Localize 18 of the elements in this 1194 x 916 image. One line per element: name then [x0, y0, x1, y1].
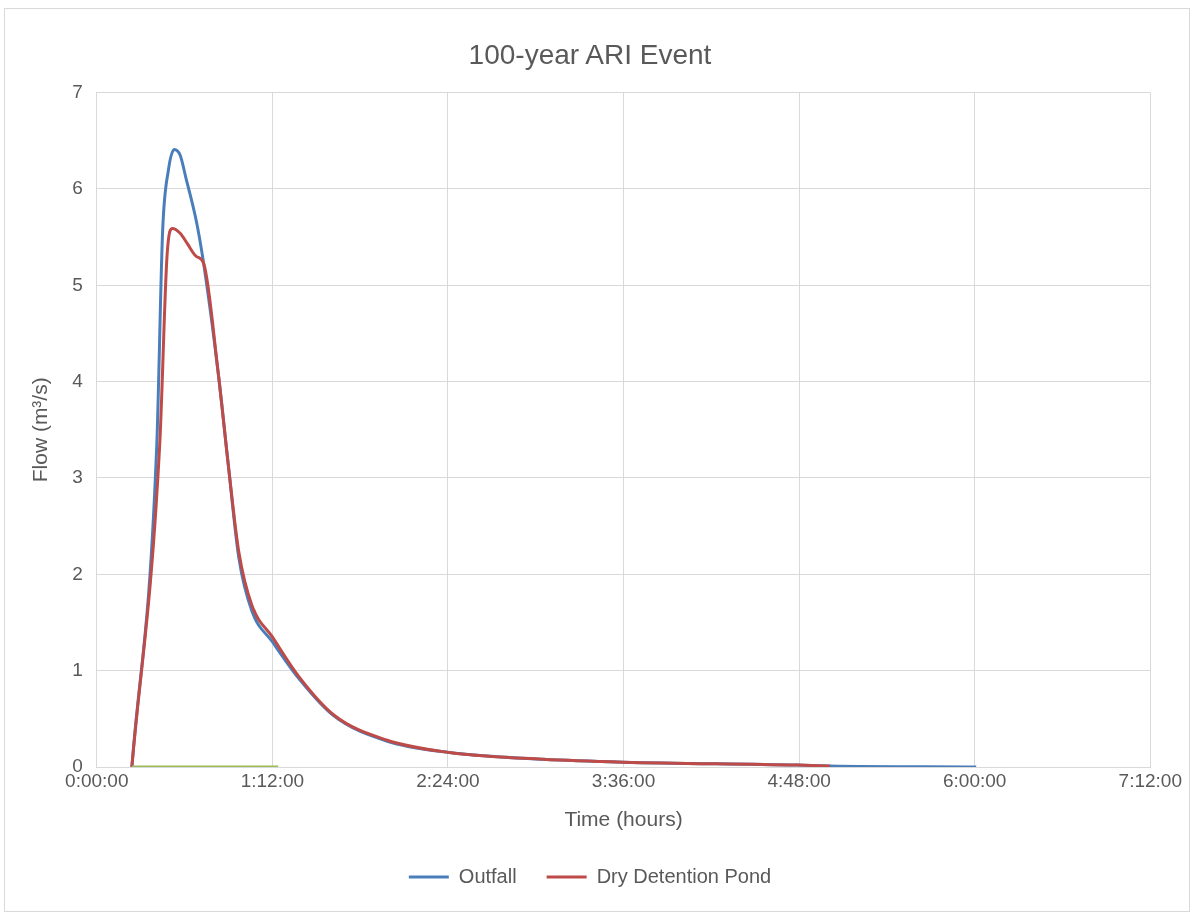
chart-title: 100-year ARI Event — [468, 38, 712, 70]
x-tick-label: 1:12:00 — [240, 769, 305, 791]
x-tick-label: 6:00:00 — [943, 769, 1007, 791]
legend-label: Outfall — [458, 864, 517, 887]
x-tick-label: 7:12:00 — [1118, 769, 1183, 791]
y-tick-label: 1 — [72, 658, 83, 680]
y-tick-label: 3 — [72, 466, 83, 488]
x-tick-label: 4:48:00 — [767, 769, 831, 791]
legend-label: Dry Detention Pond — [596, 864, 772, 887]
y-tick-label: 2 — [72, 562, 83, 584]
x-tick-label: 3:36:00 — [591, 769, 656, 791]
x-axis-title: Time (hours) — [564, 807, 683, 831]
y-tick-label: 4 — [72, 369, 84, 391]
x-tick-label: 2:24:00 — [416, 769, 480, 791]
y-tick-label: 5 — [72, 273, 83, 295]
y-axis-title: Flow (m³/s) — [28, 377, 52, 483]
y-tick-label: 7 — [72, 80, 83, 102]
y-tick-label: 6 — [72, 177, 83, 199]
